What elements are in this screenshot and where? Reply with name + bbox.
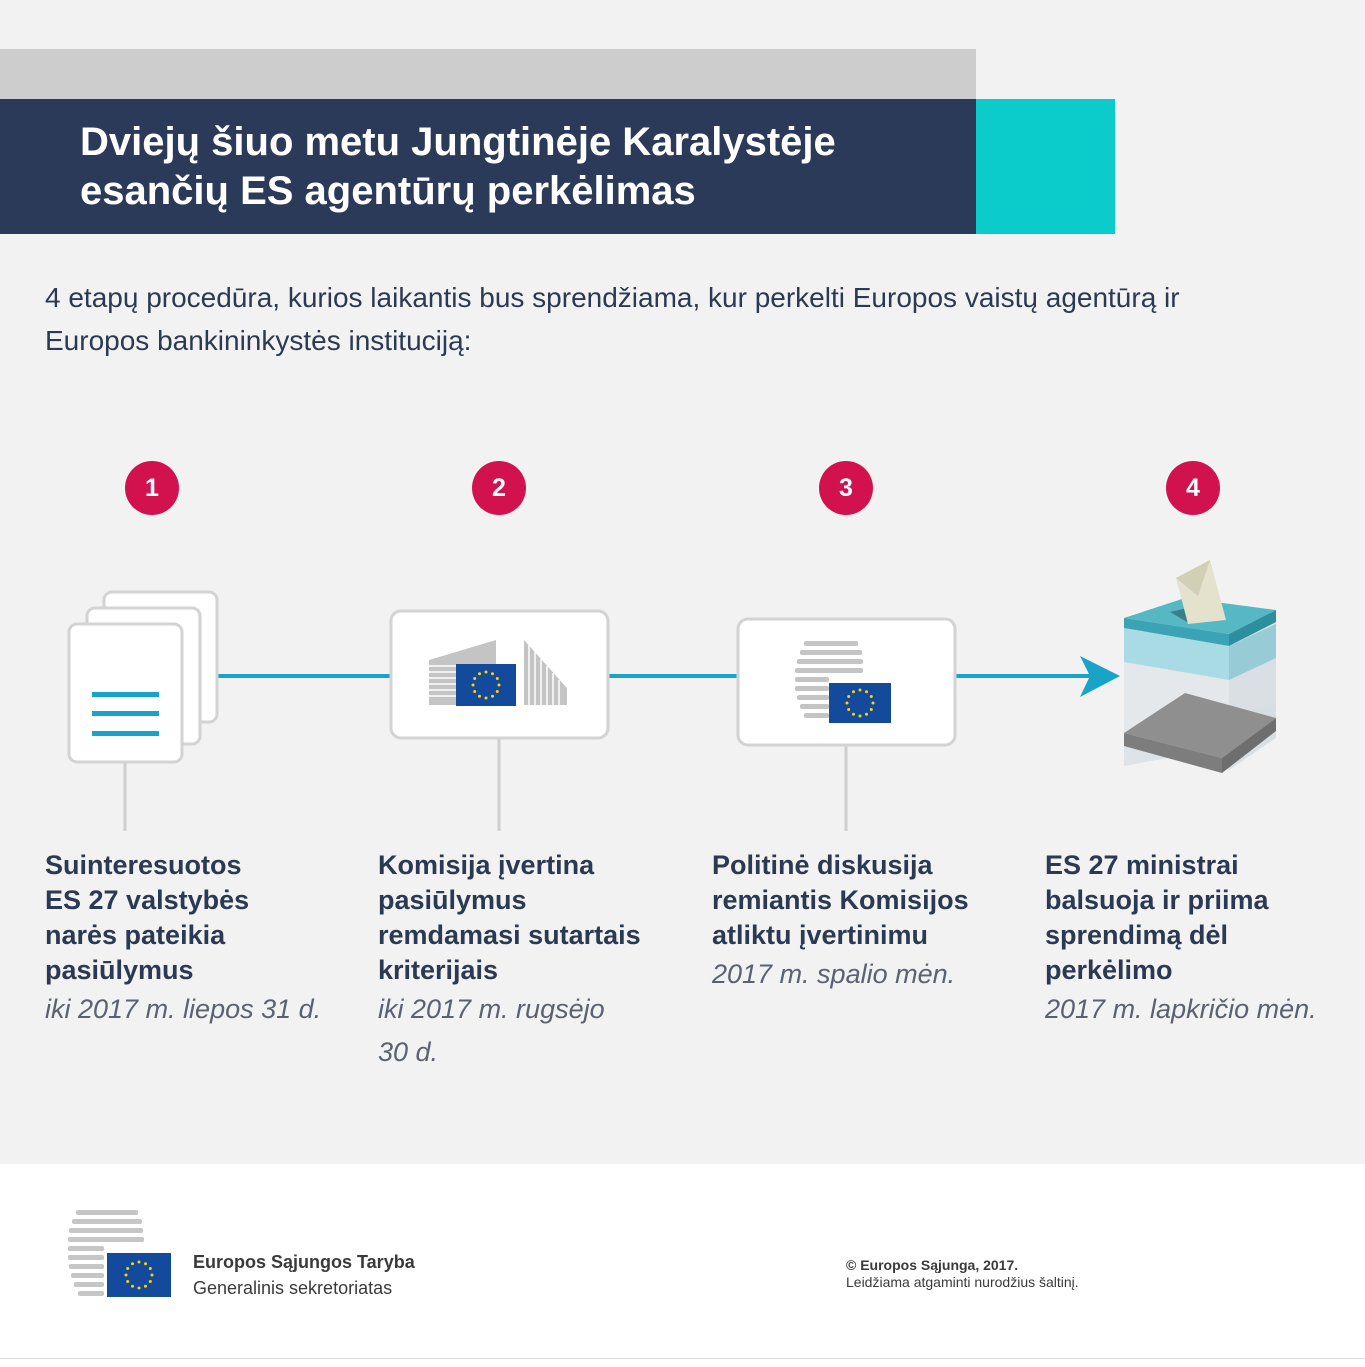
documents-icon (67, 590, 219, 764)
step-1-number-badge: 1 (125, 461, 179, 515)
step-1-text: Suinteresuotos ES 27 valstybės narės pat… (45, 848, 345, 1031)
step-4-number-badge: 4 (1166, 461, 1220, 515)
title-banner (0, 99, 976, 234)
step-4-date: 2017 m. lapkričio mėn. (1045, 994, 1317, 1024)
council-logo-icon (68, 1210, 171, 1297)
ballot-box-icon (1124, 560, 1276, 773)
org-subtitle: Generalinis sekretoriatas (193, 1278, 393, 1298)
step-2-number-badge: 2 (472, 461, 526, 515)
step-3-text: Politinė diskusija remiantis Komisijos a… (712, 848, 1012, 996)
step-2-title: Komisija įvertina pasiūlymus remdamasi s… (378, 850, 641, 985)
step-4-title: ES 27 ministrai balsuoja ir priima spren… (1045, 850, 1269, 985)
copyright: © Europos Sąjunga, 2017. (846, 1257, 1019, 1273)
step-3-title: Politinė diskusija remiantis Komisijos a… (712, 850, 969, 950)
step-3-date: 2017 m. spalio mėn. (712, 959, 956, 989)
header-grey-band (0, 49, 976, 99)
page-title: Dviejų šiuo metu Jungtinėje Karalystėje … (80, 120, 836, 213)
footer (0, 1164, 1365, 1367)
step-4-text: ES 27 ministrai balsuoja ir priima spren… (1045, 848, 1345, 1031)
org-name: Europos Sąjungos Taryba (193, 1252, 415, 1272)
arrow-head-icon (1080, 656, 1120, 697)
council-icon (736, 617, 957, 747)
footer-divider (0, 1358, 1365, 1359)
step-2-text: Komisija įvertina pasiūlymus remdamasi s… (378, 848, 678, 1074)
step-1-title: Suinteresuotos ES 27 valstybės narės pat… (45, 850, 250, 985)
teal-accent-block (976, 99, 1115, 234)
step-3-number-badge: 3 (819, 461, 873, 515)
process-timeline (67, 560, 1276, 831)
step-2-date: iki 2017 m. rugsėjo 30 d. (378, 994, 605, 1067)
copyright-note: Leidžiama atgaminti nurodžius šaltinį. (846, 1274, 1079, 1290)
step-1-date: iki 2017 m. liepos 31 d. (45, 994, 322, 1024)
european-commission-icon (389, 609, 610, 740)
intro-text: 4 etapų procedūra, kurios laikantis bus … (45, 282, 1180, 356)
